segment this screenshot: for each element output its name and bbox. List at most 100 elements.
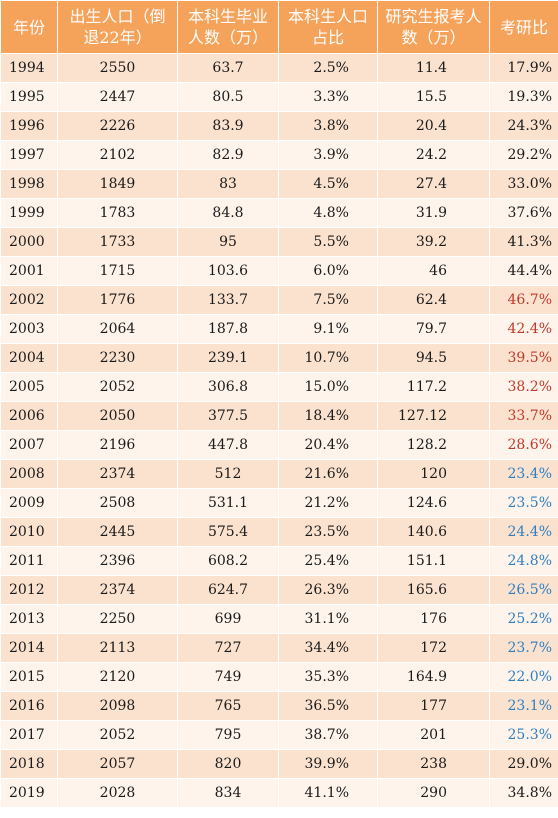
app-cell: 164.9 [377, 662, 490, 692]
header-birth-population: 出生人口（倒退22年） [57, 0, 178, 54]
app-cell: 290 [377, 778, 490, 808]
year-cell: 2014 [0, 633, 58, 663]
ug-cell: 699 [177, 604, 279, 634]
table-row: 2010 2445 575.4 23.5% 140.6 24.4% [0, 517, 558, 547]
ratio-cell: 33.0% [489, 169, 558, 199]
table-row: 2015 2120 749 35.3% 164.9 22.0% [0, 662, 558, 692]
table-row: 2002 1776 133.7 7.5% 62.4 46.7% [0, 285, 558, 315]
birth-cell: 1776 [57, 285, 178, 315]
year-cell: 2012 [0, 575, 58, 605]
share-cell: 15.0% [278, 372, 378, 402]
app-cell: 151.1 [377, 546, 490, 576]
share-cell: 7.5% [278, 285, 378, 315]
app-cell: 39.2 [377, 227, 490, 257]
share-cell: 21.2% [278, 488, 378, 518]
year-cell: 1994 [0, 53, 58, 83]
app-cell: 128.2 [377, 430, 490, 460]
table-row: 2004 2230 239.1 10.7% 94.5 39.5% [0, 343, 558, 373]
share-cell: 31.1% [278, 604, 378, 634]
share-cell: 38.7% [278, 720, 378, 750]
header-undergrad-share: 本科生人口占比 [278, 0, 378, 54]
share-cell: 26.3% [278, 575, 378, 605]
table-row: 1995 2447 80.5 3.3% 15.5 19.3% [0, 82, 558, 112]
app-cell: 238 [377, 749, 490, 779]
birth-cell: 2374 [57, 575, 178, 605]
header-exam-ratio: 考研比 [489, 0, 558, 54]
app-cell: 165.6 [377, 575, 490, 605]
ug-cell: 95 [177, 227, 279, 257]
ratio-cell: 29.2% [489, 140, 558, 170]
ug-cell: 531.1 [177, 488, 279, 518]
birth-cell: 2447 [57, 82, 178, 112]
table-body: 1994 2550 63.7 2.5% 11.4 17.9% 1995 2447 80.5 3.3… [0, 53, 558, 808]
share-cell: 18.4% [278, 401, 378, 431]
birth-cell: 2052 [57, 372, 178, 402]
table-row: 2014 2113 727 34.4% 172 23.7% [0, 633, 558, 663]
year-cell: 2011 [0, 546, 58, 576]
birth-cell: 2102 [57, 140, 178, 170]
table-row: 2005 2052 306.8 15.0% 117.2 38.2% [0, 372, 558, 402]
share-cell: 39.9% [278, 749, 378, 779]
app-cell: 176 [377, 604, 490, 634]
birth-cell: 2098 [57, 691, 178, 721]
share-cell: 23.5% [278, 517, 378, 547]
ratio-cell: 19.3% [489, 82, 558, 112]
share-cell: 20.4% [278, 430, 378, 460]
app-cell: 24.2 [377, 140, 490, 170]
table-row: 2009 2508 531.1 21.2% 124.6 23.5% [0, 488, 558, 518]
table-row: 2000 1733 95 5.5% 39.2 41.3% [0, 227, 558, 257]
share-cell: 10.7% [278, 343, 378, 373]
ug-cell: 377.5 [177, 401, 279, 431]
share-cell: 34.4% [278, 633, 378, 663]
ratio-cell: 39.5% [489, 343, 558, 373]
table-header: 年份 出生人口（倒退22年） 本科生毕业人数（万） 本科生人口占比 研究生报考人… [0, 0, 558, 54]
ug-cell: 84.8 [177, 198, 279, 228]
year-cell: 2018 [0, 749, 58, 779]
table-row: 2016 2098 765 36.5% 177 23.1% [0, 691, 558, 721]
birth-cell: 2113 [57, 633, 178, 663]
year-cell: 2006 [0, 401, 58, 431]
ratio-cell: 42.4% [489, 314, 558, 344]
birth-cell: 2550 [57, 53, 178, 83]
birth-cell: 1783 [57, 198, 178, 228]
app-cell: 127.12 [377, 401, 490, 431]
year-cell: 2017 [0, 720, 58, 750]
birth-cell: 2250 [57, 604, 178, 634]
year-cell: 2019 [0, 778, 58, 808]
table-row: 1997 2102 82.9 3.9% 24.2 29.2% [0, 140, 558, 170]
share-cell: 21.6% [278, 459, 378, 489]
ratio-cell: 23.4% [489, 459, 558, 489]
ratio-cell: 23.7% [489, 633, 558, 663]
app-cell: 120 [377, 459, 490, 489]
year-cell: 2013 [0, 604, 58, 634]
year-cell: 2002 [0, 285, 58, 315]
ratio-cell: 38.2% [489, 372, 558, 402]
ratio-cell: 44.4% [489, 256, 558, 286]
table-row: 2001 1715 103.6 6.0% 46 44.4% [0, 256, 558, 286]
share-cell: 36.5% [278, 691, 378, 721]
ug-cell: 80.5 [177, 82, 279, 112]
table-row: 2017 2052 795 38.7% 201 25.3% [0, 720, 558, 750]
app-cell: 177 [377, 691, 490, 721]
share-cell: 3.9% [278, 140, 378, 170]
table-row: 2013 2250 699 31.1% 176 25.2% [0, 604, 558, 634]
ug-cell: 608.2 [177, 546, 279, 576]
year-cell: 1999 [0, 198, 58, 228]
ug-cell: 133.7 [177, 285, 279, 315]
ug-cell: 83.9 [177, 111, 279, 141]
birth-cell: 2064 [57, 314, 178, 344]
share-cell: 4.5% [278, 169, 378, 199]
table-row: 2018 2057 820 39.9% 238 29.0% [0, 749, 558, 779]
ug-cell: 795 [177, 720, 279, 750]
app-cell: 15.5 [377, 82, 490, 112]
app-cell: 172 [377, 633, 490, 663]
ug-cell: 63.7 [177, 53, 279, 83]
table-row: 1999 1783 84.8 4.8% 31.9 37.6% [0, 198, 558, 228]
ug-cell: 575.4 [177, 517, 279, 547]
ratio-cell: 29.0% [489, 749, 558, 779]
birth-cell: 1715 [57, 256, 178, 286]
ratio-cell: 24.4% [489, 517, 558, 547]
ratio-cell: 23.5% [489, 488, 558, 518]
table-row: 1998 1849 83 4.5% 27.4 33.0% [0, 169, 558, 199]
app-cell: 20.4 [377, 111, 490, 141]
